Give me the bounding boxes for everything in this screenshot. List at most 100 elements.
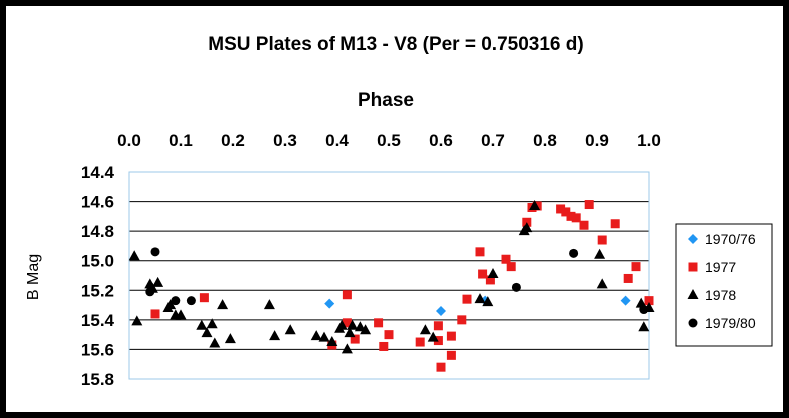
data-point — [482, 296, 494, 307]
series-circle — [145, 247, 649, 315]
legend-label: 1979/80 — [705, 315, 756, 331]
data-point — [347, 319, 359, 330]
x-tick-labels: 0.0 0.1 0.2 0.3 0.4 0.5 0.6 0.7 0.8 0.9 1.0 — [117, 131, 661, 150]
x-tick-label: 0.0 — [117, 131, 141, 150]
data-point — [209, 337, 221, 348]
x-axis-title: Phase — [358, 90, 414, 111]
data-point — [350, 334, 360, 344]
data-point — [342, 318, 352, 328]
chart-frame: MSU Plates of M13 - V8 (Per = 0.750316 d… — [6, 6, 783, 412]
data-point — [186, 296, 196, 306]
legend-marker — [688, 262, 698, 272]
data-point — [594, 248, 606, 259]
data-point — [571, 213, 581, 223]
data-point — [217, 299, 229, 310]
data-point — [506, 262, 516, 272]
data-point — [324, 298, 335, 309]
x-tick-label: 0.2 — [221, 131, 245, 150]
y-tick-labels: 14.4 14.6 14.8 15.0 15.2 15.4 15.6 15.8 — [81, 163, 115, 389]
data-point — [566, 211, 576, 221]
plot-area — [128, 171, 650, 380]
data-point — [475, 247, 485, 257]
data-point — [318, 331, 330, 342]
data-point — [478, 269, 488, 279]
y-tick-label: 14.4 — [81, 163, 115, 182]
data-point — [360, 324, 372, 335]
data-point — [336, 319, 348, 330]
data-point — [341, 343, 353, 354]
data-point — [487, 268, 499, 279]
data-point — [150, 309, 160, 319]
data-point — [436, 362, 446, 372]
legend: 1970/76 1977 1978 1979/80 — [675, 223, 773, 347]
legend-marker — [687, 289, 699, 299]
y-tick-label: 15.6 — [81, 340, 114, 359]
y-tick-label: 14.6 — [81, 193, 114, 212]
series-triangle — [128, 200, 655, 354]
data-point — [436, 305, 446, 316]
data-point — [638, 321, 650, 332]
data-point — [521, 222, 533, 233]
data-point — [457, 315, 467, 325]
data-point — [569, 248, 579, 258]
data-point — [379, 341, 389, 351]
legend-marker — [688, 318, 698, 328]
data-point — [579, 220, 589, 230]
y-axis-title: B Mag — [25, 254, 42, 300]
data-point — [269, 330, 281, 341]
data-point — [556, 204, 566, 214]
chart: MSU Plates of M13 - V8 (Per = 0.750316 d… — [25, 34, 773, 389]
data-point — [511, 282, 521, 292]
data-point — [384, 330, 394, 340]
y-tick-label: 15.0 — [81, 252, 114, 271]
data-point — [415, 337, 425, 347]
data-point — [631, 262, 641, 272]
data-point — [644, 296, 654, 306]
x-tick-label: 0.9 — [585, 131, 609, 150]
data-point — [310, 330, 322, 341]
data-point — [623, 273, 633, 283]
data-point — [165, 299, 177, 310]
legend-label: 1977 — [705, 259, 736, 275]
data-point — [597, 235, 607, 245]
data-point — [152, 276, 164, 287]
data-point — [344, 327, 356, 338]
data-point — [433, 321, 443, 331]
data-point — [199, 293, 209, 303]
data-point — [610, 219, 620, 229]
x-tick-label: 0.7 — [481, 131, 505, 150]
y-tick-label: 15.8 — [81, 370, 114, 389]
data-point — [206, 318, 218, 329]
data-point — [485, 275, 495, 285]
data-point — [446, 331, 456, 341]
data-point — [561, 207, 571, 217]
data-point — [150, 247, 160, 257]
data-point — [145, 287, 155, 297]
x-tick-label: 0.8 — [533, 131, 557, 150]
data-point — [263, 299, 275, 310]
x-tick-label: 0.3 — [273, 131, 297, 150]
data-point — [427, 331, 439, 342]
data-point — [196, 319, 208, 330]
data-markers — [128, 200, 655, 372]
data-point — [175, 309, 187, 320]
gridlines — [129, 201, 649, 350]
x-tick-label: 0.4 — [325, 131, 349, 150]
legend-label: 1978 — [705, 287, 736, 303]
data-point — [131, 315, 143, 326]
data-point — [326, 336, 338, 347]
y-tick-label: 14.8 — [81, 222, 114, 241]
data-point — [620, 295, 631, 306]
data-point — [171, 296, 181, 306]
legend-label: 1970/76 — [705, 231, 756, 247]
data-point — [419, 324, 431, 335]
data-point — [596, 278, 608, 289]
data-point — [201, 327, 213, 338]
x-tick-label: 0.6 — [429, 131, 453, 150]
series-square — [150, 200, 654, 372]
data-point — [501, 254, 511, 264]
x-tick-label: 1.0 — [637, 131, 661, 150]
data-point — [639, 305, 649, 315]
x-tick-label: 0.5 — [377, 131, 401, 150]
data-point — [433, 336, 443, 346]
